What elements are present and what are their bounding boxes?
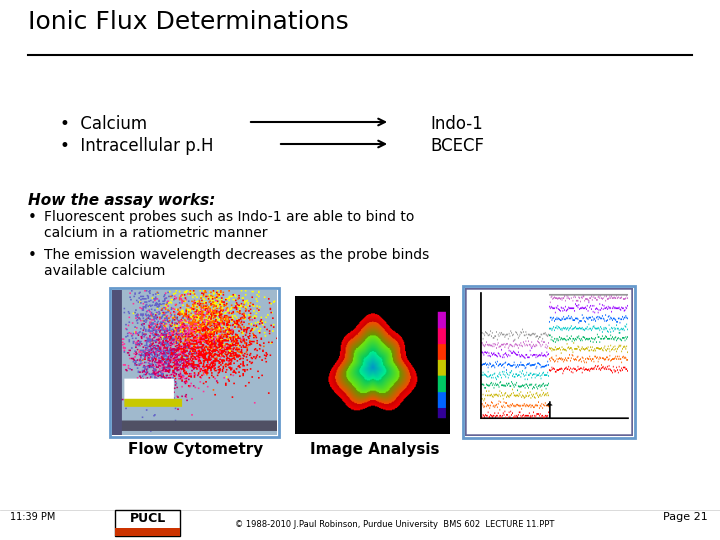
Text: The emission wavelength decreases as the probe binds: The emission wavelength decreases as the… <box>44 248 429 262</box>
Text: Ionic Flux Determinations: Ionic Flux Determinations <box>28 10 348 34</box>
Text: •  Intracellular p.H: • Intracellular p.H <box>60 137 214 155</box>
Text: © 1988-2010 J.Paul Robinson, Purdue University  BMS 602  LECTURE 11.PPT: © 1988-2010 J.Paul Robinson, Purdue Univ… <box>235 520 554 529</box>
Text: BCECF: BCECF <box>430 137 484 155</box>
Text: PUCL: PUCL <box>130 512 166 525</box>
Text: •: • <box>28 210 37 225</box>
Text: Image Analysis: Image Analysis <box>310 442 440 457</box>
Text: 11:39 PM: 11:39 PM <box>10 512 55 522</box>
Bar <box>110 288 279 437</box>
Text: Indo-1: Indo-1 <box>430 115 482 133</box>
Text: •  Calcium: • Calcium <box>60 115 147 133</box>
Text: available calcium: available calcium <box>44 264 166 278</box>
Bar <box>115 528 180 536</box>
Text: Page 21: Page 21 <box>663 512 708 522</box>
Text: How the assay works:: How the assay works: <box>28 193 215 208</box>
Bar <box>463 286 635 438</box>
Text: Fluorescent probes such as Indo-1 are able to bind to: Fluorescent probes such as Indo-1 are ab… <box>44 210 415 224</box>
Text: calcium in a ratiometric manner: calcium in a ratiometric manner <box>44 226 268 240</box>
Text: Flow Cytometry: Flow Cytometry <box>128 442 264 457</box>
Text: •: • <box>28 248 37 263</box>
Bar <box>115 510 180 536</box>
